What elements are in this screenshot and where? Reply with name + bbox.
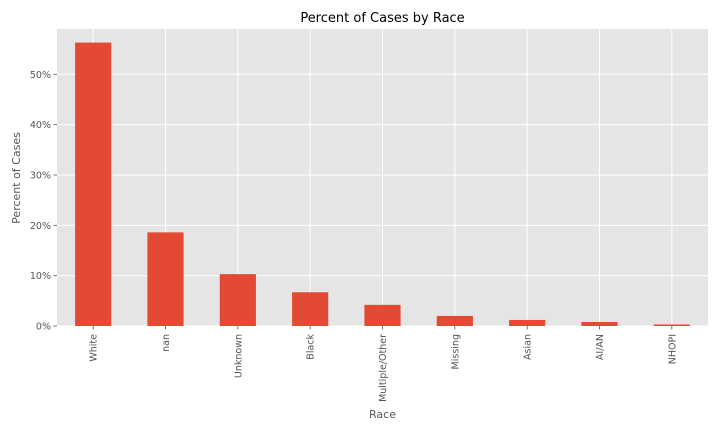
chart-title: Percent of Cases by Race <box>300 11 464 26</box>
x-axis-ticks: White nan Unknown Black Multiple/Other Missin… <box>89 326 678 402</box>
x-tick-label: Black <box>306 334 317 360</box>
y-tick-label: 50% <box>30 70 51 81</box>
bar-missing <box>436 315 473 326</box>
x-tick-label: Asian <box>523 334 534 360</box>
y-tick-label: 30% <box>30 170 51 181</box>
y-axis-label: Percent of Cases <box>10 132 23 224</box>
x-tick-label: nan <box>161 334 172 352</box>
bar-nhopi <box>653 324 690 326</box>
x-tick-label: White <box>89 334 100 362</box>
y-tick-label: 10% <box>30 271 51 282</box>
x-tick-label: Missing <box>450 334 461 369</box>
y-tick-label: 20% <box>30 221 51 232</box>
x-tick-label: NHOPI <box>667 334 678 364</box>
bar-multiple-other <box>364 304 401 326</box>
x-tick-label: AI/AN <box>595 334 606 360</box>
y-tick-label: 40% <box>30 120 51 131</box>
bars <box>75 42 690 327</box>
x-axis-label: Race <box>369 408 396 421</box>
y-axis-ticks: 0% 10% 20% 30% 40% 50% <box>30 70 57 333</box>
y-tick-label: 0% <box>36 322 51 333</box>
bar-black <box>292 292 329 326</box>
bar-nan <box>147 232 184 326</box>
x-tick-label: Unknown <box>233 334 244 378</box>
gridlines <box>57 29 708 327</box>
bar-asian <box>509 319 546 326</box>
bar-ai-an <box>581 321 618 326</box>
bar-unknown <box>219 274 256 326</box>
bar-white <box>75 42 112 327</box>
x-tick-label: Multiple/Other <box>378 334 389 402</box>
